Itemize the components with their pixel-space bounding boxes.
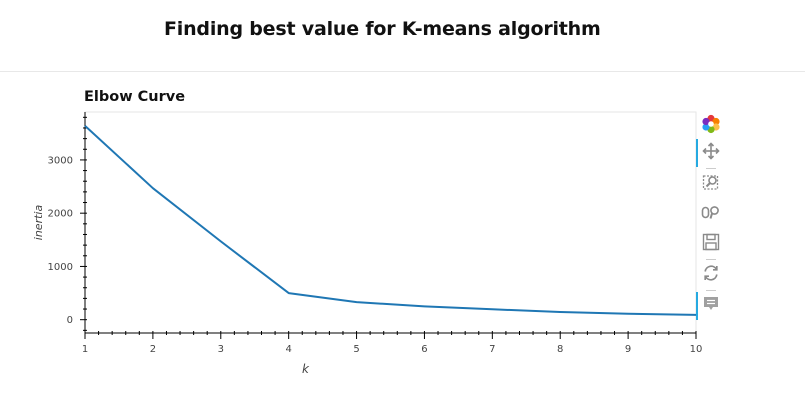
save-tool-icon[interactable] xyxy=(696,228,726,256)
x-tick-label: 9 xyxy=(625,344,631,355)
page-header: Finding best value for K-means algorithm xyxy=(0,0,805,72)
x-tick-label: 1 xyxy=(82,344,88,355)
y-tick-label: 2000 xyxy=(48,209,73,220)
plot-frame xyxy=(84,111,697,334)
bokeh-logo-icon[interactable] xyxy=(696,110,726,138)
series-line xyxy=(84,125,697,316)
toolbar-separator xyxy=(706,290,716,291)
page-title: Finding best value for K-means algorithm xyxy=(164,18,601,40)
y-tick-label: 3000 xyxy=(48,155,73,166)
pan-tool-icon[interactable] xyxy=(696,137,726,167)
chart-title: Elbow Curve xyxy=(84,89,186,105)
x-tick-label: 2 xyxy=(150,344,156,355)
x-tick-label: 8 xyxy=(557,344,563,355)
x-tick-label: 10 xyxy=(690,344,703,355)
wheel-zoom-tool-icon[interactable] xyxy=(696,198,726,226)
toolbar-separator xyxy=(706,168,716,169)
box-zoom-tool-icon[interactable] xyxy=(696,168,726,196)
y-axis-label: inertia xyxy=(32,205,45,241)
reset-tool-icon[interactable] xyxy=(696,259,726,287)
x-tick-label: 5 xyxy=(353,344,359,355)
y-tick-label: 1000 xyxy=(48,262,73,273)
plot-toolbar xyxy=(696,110,726,320)
x-tick-label: 6 xyxy=(421,344,427,355)
x-tick-label: 7 xyxy=(489,344,495,355)
hover-tool-icon[interactable] xyxy=(696,290,726,320)
x-axis-label: k xyxy=(302,362,310,376)
toolbar-separator xyxy=(706,259,716,260)
x-tick-label: 4 xyxy=(285,344,291,355)
y-tick-label: 0 xyxy=(67,315,73,326)
x-tick-label: 3 xyxy=(218,344,224,355)
